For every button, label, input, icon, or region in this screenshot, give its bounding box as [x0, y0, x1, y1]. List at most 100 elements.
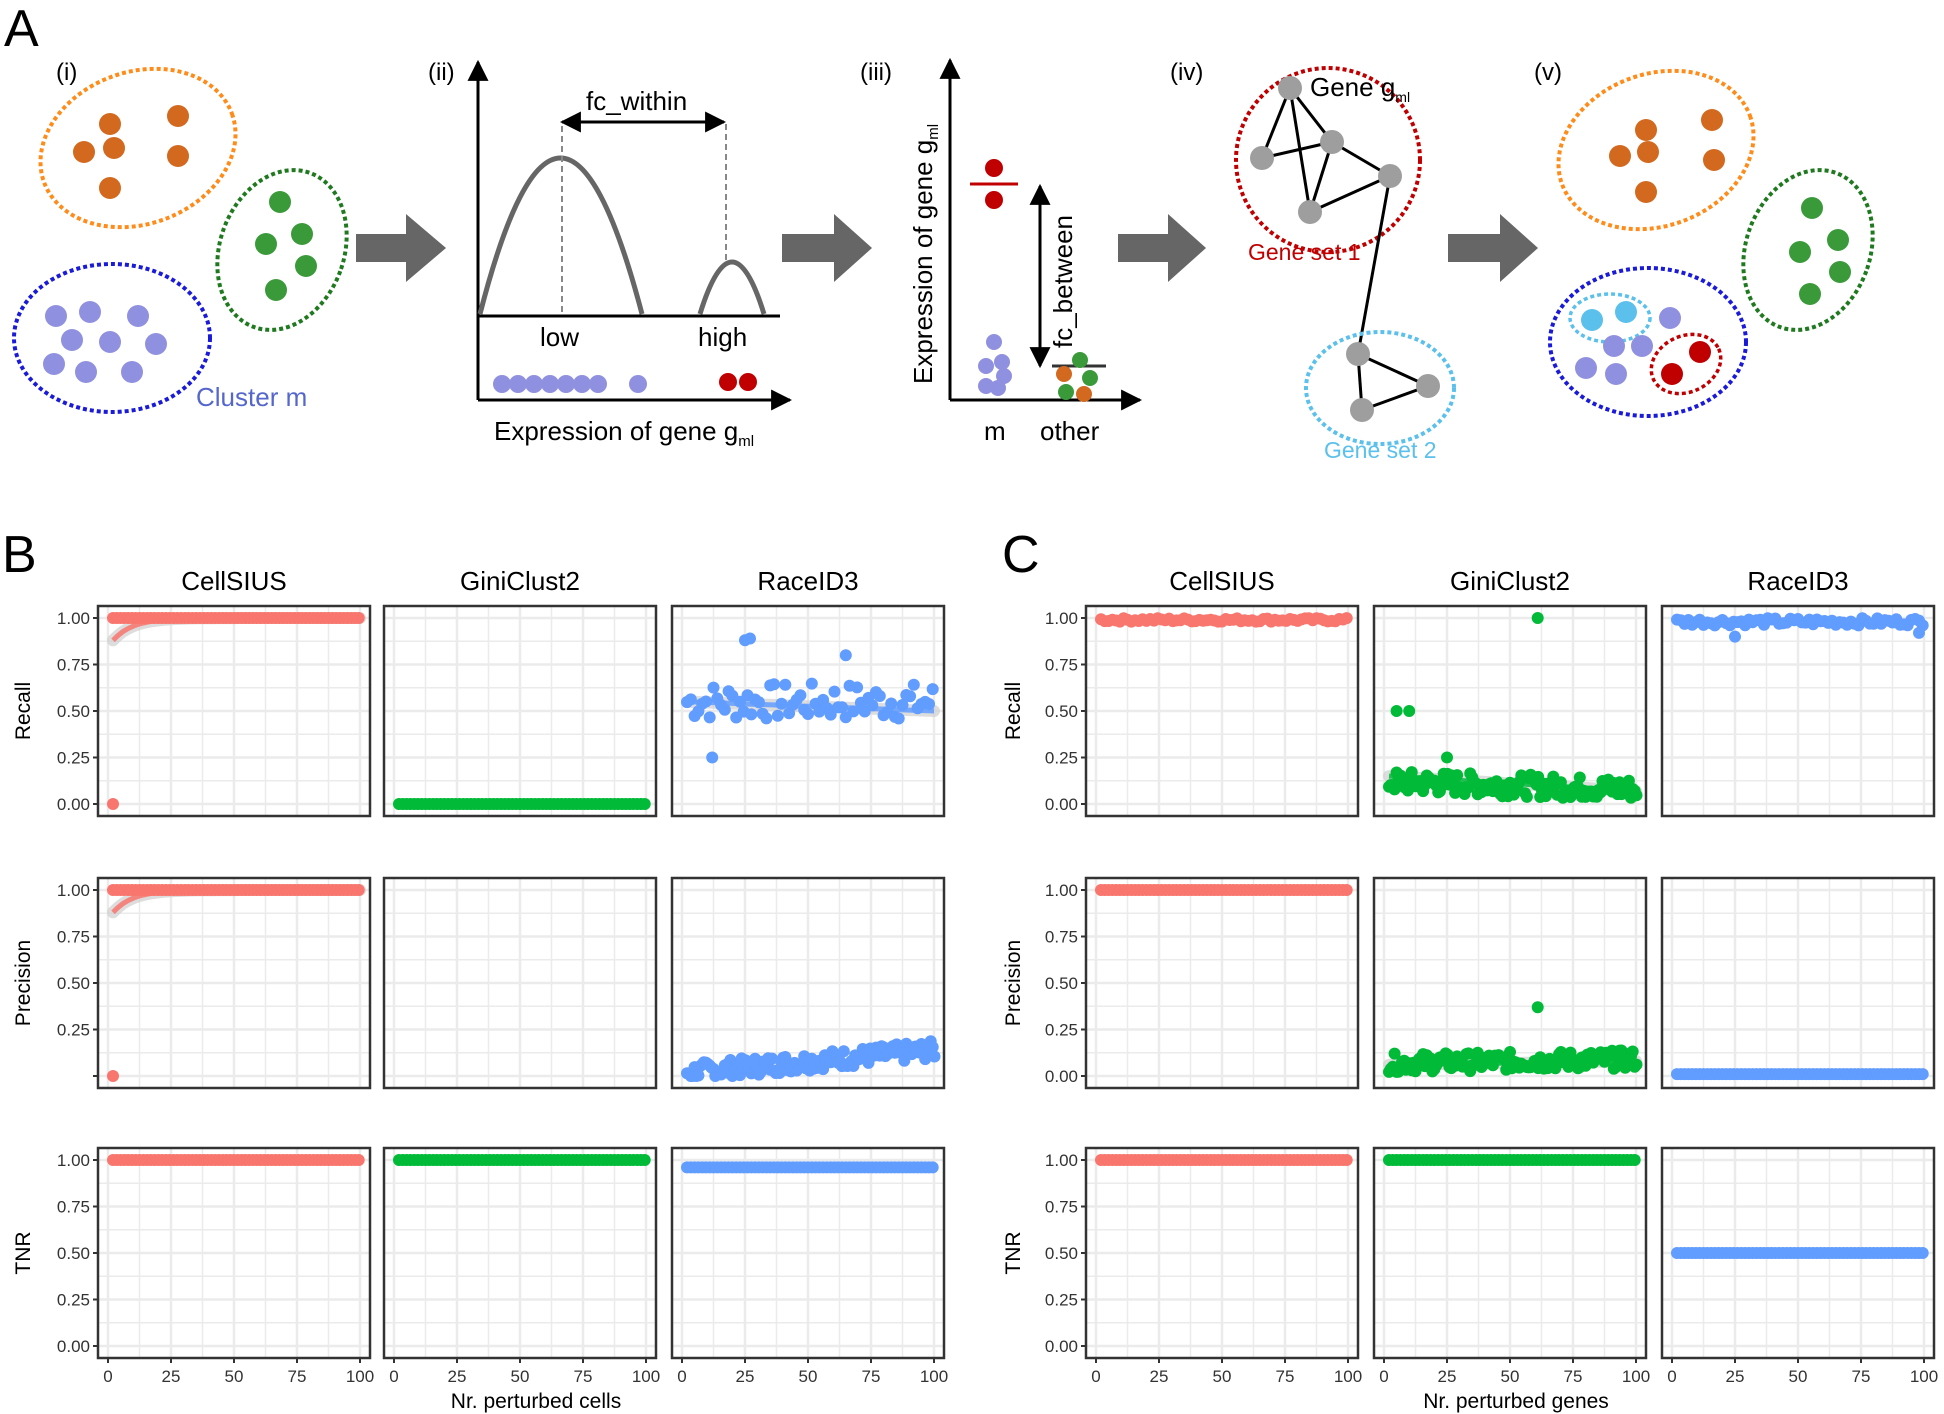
data-point [754, 1066, 767, 1079]
x-tick-label: 25 [1726, 1367, 1745, 1386]
facet-border [1372, 604, 1648, 818]
y-tick-label: 0.75 [57, 656, 90, 675]
x-tick-label: 25 [1150, 1367, 1169, 1386]
y-tick-label: 0.75 [1045, 656, 1078, 675]
orange-cells [73, 105, 189, 199]
x-tick-label: 100 [1910, 1367, 1938, 1386]
step-label-v: (v) [1534, 59, 1562, 86]
y-tick-label: 0.25 [1045, 1021, 1078, 1040]
y-tick-label: 0.00 [57, 1337, 90, 1356]
y-tick-label: 0.00 [57, 795, 90, 814]
facet-title: CellSIUS [1169, 566, 1274, 596]
data-point [684, 693, 697, 706]
data-point [873, 690, 886, 702]
y-tick-label: 0.00 [1045, 795, 1078, 814]
data-point [752, 696, 765, 709]
data-point [1916, 1247, 1929, 1259]
x-tick-label: 50 [799, 1367, 818, 1386]
step-iii-between: (iii) Expression of gene gml fc_between … [860, 57, 1143, 446]
data-point [926, 683, 939, 696]
panel-label-c: C [1002, 526, 1040, 584]
y-tick-label: 0.75 [57, 928, 90, 947]
fc-within-label: fc_within [586, 86, 687, 116]
y-tick-label: 1.00 [57, 1151, 90, 1170]
y-tick-label: 1.00 [1045, 1151, 1078, 1170]
y-tick-label: 0.25 [57, 749, 90, 768]
y-tick-label: 0.25 [1045, 1291, 1078, 1310]
data-point [1630, 1058, 1643, 1071]
data-point [352, 612, 365, 624]
data-point [638, 1154, 651, 1166]
data-point [699, 695, 712, 708]
y-tick-label: 0.00 [1045, 1067, 1078, 1086]
data-point [779, 678, 792, 691]
data-point-outlier [1441, 751, 1453, 764]
data-point [1628, 1154, 1641, 1166]
facet-title: RaceID3 [757, 566, 858, 596]
y-tick-label: 0.00 [1045, 1337, 1078, 1356]
data-point [1504, 1046, 1516, 1058]
data-point [836, 701, 848, 714]
y-tick-label: 0.75 [1045, 1198, 1078, 1217]
data-point [794, 689, 807, 702]
data-point [760, 712, 773, 725]
x-tick-label: 100 [346, 1367, 374, 1386]
y-tick-label: 0.50 [57, 702, 90, 721]
low-label: low [540, 322, 579, 352]
x-tick-label: 0 [1091, 1367, 1100, 1386]
x-tick-label: 75 [574, 1367, 593, 1386]
blue-cluster [12, 262, 212, 414]
step-ii-expression: (ii) fc_within low high Expression of ge… [428, 59, 793, 450]
panel-label-b: B [2, 526, 37, 584]
m-axis-label: m [984, 416, 1006, 446]
facet-border [670, 604, 946, 818]
y-tick-label: 0.50 [1045, 702, 1078, 721]
data-point [1451, 769, 1464, 782]
data-point [1388, 783, 1401, 796]
data-point [1388, 1047, 1401, 1060]
data-point [775, 697, 788, 710]
facet-border [1660, 876, 1936, 1090]
data-point [892, 712, 905, 725]
data-point [907, 678, 920, 691]
other-axis-label: other [1040, 416, 1100, 446]
x-tick-label: 100 [632, 1367, 660, 1386]
data-point [1340, 884, 1353, 896]
data-point [885, 697, 898, 710]
x-tick-label: 0 [677, 1367, 686, 1386]
data-point [926, 1161, 939, 1174]
data-point [692, 1069, 705, 1082]
data-point [1554, 776, 1567, 789]
data-point [805, 677, 818, 690]
step-iv-gene-sets: (iv) Gene gml Gene set 1 Gene set 2 [1170, 59, 1456, 463]
cluster-m-label: Cluster m [196, 382, 307, 412]
row-label: Precision [1002, 940, 1025, 1026]
data-point-outlier [107, 1070, 119, 1082]
gene-set-1-outline [1234, 66, 1422, 254]
x-tick-label: 75 [1564, 1367, 1583, 1386]
data-point [926, 1041, 939, 1054]
x-tick-label: 100 [920, 1367, 948, 1386]
x-tick-label: 50 [1789, 1367, 1808, 1386]
data-point-outlier [839, 649, 852, 662]
step-label-iv: (iv) [1170, 59, 1203, 86]
x-tick-label: 75 [1276, 1367, 1295, 1386]
y-tick-label: 0.25 [57, 1021, 90, 1040]
data-point [1534, 1051, 1547, 1064]
data-point [866, 699, 879, 712]
plots-layer: CellSIUS GiniClust2 RaceID3 Recall 0.00 0.25 0… [12, 566, 1938, 1413]
facet-title: GiniClust2 [460, 566, 580, 596]
x-tick-label: 75 [862, 1367, 881, 1386]
x-tick-label: 0 [389, 1367, 398, 1386]
facet-border [382, 876, 658, 1090]
data-point [703, 711, 716, 724]
y-tick-label: 0.25 [1045, 749, 1078, 768]
x-tick-label: 100 [1334, 1367, 1362, 1386]
x-tick-label: 0 [103, 1367, 112, 1386]
step-label-ii: (ii) [428, 59, 455, 86]
data-point-outlier [1531, 612, 1544, 624]
facet-border [382, 604, 658, 818]
x-tick-label: 25 [736, 1367, 755, 1386]
panel-a: A (i) Cluster m (ii) [4, 0, 1875, 463]
facet-title: RaceID3 [1747, 566, 1848, 596]
